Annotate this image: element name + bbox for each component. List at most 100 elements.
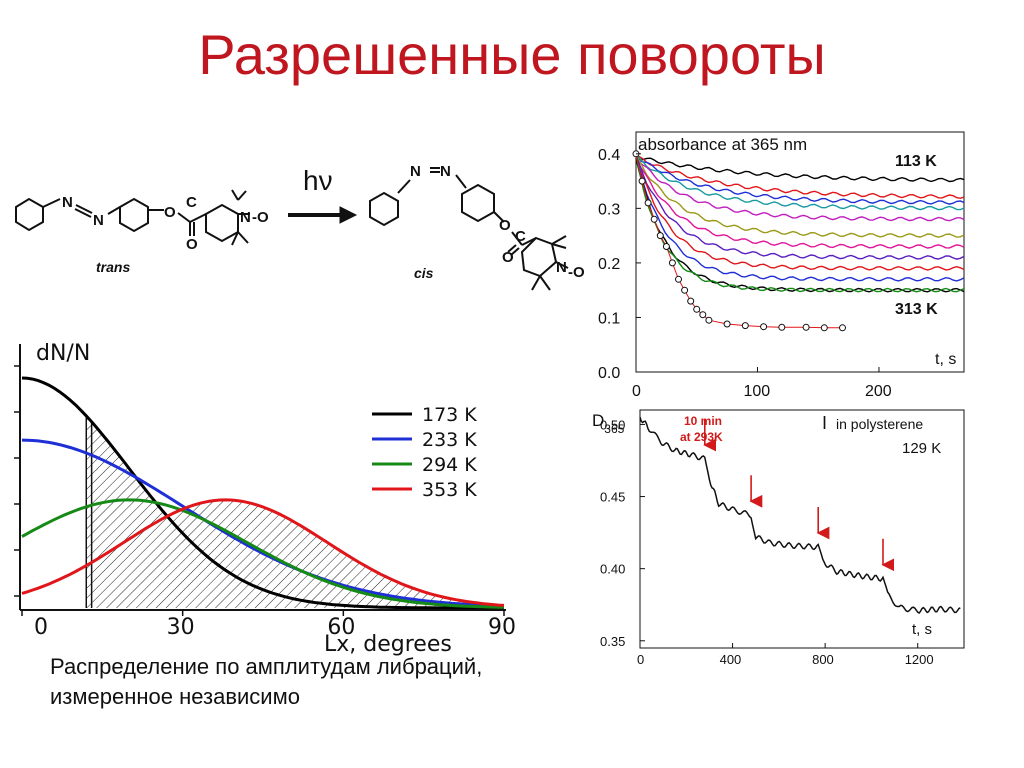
cis-label: cis: [414, 265, 434, 281]
fit-point: [687, 297, 695, 305]
chart-c-frame: [639, 409, 965, 649]
kinetic-curve: [635, 156, 965, 222]
chart-b-title: absorbance at 365 nm: [638, 135, 807, 154]
trans-label: trans: [96, 259, 130, 275]
slide-title: Разрешенные повороты: [198, 23, 826, 86]
fit-point: [650, 215, 658, 223]
cis-phenyl-ring: [369, 191, 399, 227]
svg-text:N: N: [62, 194, 73, 211]
fit-point: [656, 232, 664, 240]
svg-text:-O: -O: [568, 264, 585, 281]
d365-step-chart: 0.35 0.40 0.45 0.50 0 400 800 1200 D365 I in p…: [592, 409, 965, 667]
kinetic-curve: [635, 158, 965, 293]
kinetic-curve: [635, 154, 965, 260]
kinetic-curve: [635, 155, 965, 211]
kinetic-curve: [635, 154, 965, 282]
d365-trace: [639, 416, 961, 614]
fit-point: [644, 199, 652, 207]
x-tick-label: 200: [865, 383, 892, 400]
chart-c-legend-symbol: I: [822, 413, 827, 433]
x-tick-label: 1200: [905, 652, 934, 667]
trans-benzene-ring: [119, 197, 149, 233]
x-tick-label: 60: [327, 615, 355, 640]
x-tick-label: 400: [720, 652, 742, 667]
absorbance-kinetics-chart: 0.0 0.1 0.2 0.3 0.4 0 100 200 absorbance at 36…: [598, 131, 965, 400]
y-tick-label: 0.45: [600, 490, 625, 505]
legend-label: 173 K: [422, 404, 477, 426]
kinetic-curve: [635, 157, 965, 249]
svg-text:N: N: [93, 212, 104, 229]
fit-point: [668, 259, 676, 267]
svg-text:O: O: [164, 204, 176, 221]
kinetic-curve: [635, 155, 965, 238]
fit-point: [741, 322, 749, 330]
y-tick-label: 0.3: [598, 201, 620, 218]
x-tick-label: 800: [812, 652, 834, 667]
trans-phenyl-ring: [15, 197, 44, 232]
reaction-arrow-head: [339, 206, 358, 224]
fit-point: [705, 316, 713, 324]
cis-piperidine-ring: [520, 236, 558, 278]
svg-text:C: C: [515, 228, 526, 245]
chart-b-frame: [635, 131, 965, 373]
series-173-k: [21, 376, 504, 610]
chart-a-ylabel: dN/N: [36, 341, 90, 366]
chart-c-xlabel: t, s: [912, 621, 932, 638]
y-tick-label: 0.35: [600, 634, 625, 649]
fit-point: [693, 305, 701, 313]
fit-point: [699, 311, 707, 319]
kinetic-curve: [635, 155, 965, 183]
y-tick-label: 0.50: [600, 417, 625, 432]
y-tick-label: 0.4: [598, 147, 620, 164]
fit-point: [778, 323, 786, 331]
svg-text:C: C: [186, 194, 197, 211]
caption-line-1: Распределение по амплитудам либраций,: [50, 654, 483, 679]
chart-c-annotation-line1: 10 min: [684, 414, 722, 428]
kinetic-curve: [635, 156, 965, 205]
svg-text:N: N: [440, 163, 451, 180]
kinetic-curve: [635, 155, 965, 200]
fit-point: [820, 324, 828, 332]
series-233-k: [21, 438, 505, 608]
x-tick-label: 100: [744, 383, 771, 400]
trans-piperidine-ring: [205, 203, 239, 243]
fit-point: [802, 323, 810, 331]
annotation-113k: 113 K: [895, 153, 937, 170]
chart-c-ylabel: D365: [592, 411, 625, 436]
libration-distribution-chart: dN/N Lx, degrees 173 K 233 K 294 K 353 K 0 3…: [14, 341, 516, 657]
fit-point: [760, 323, 768, 331]
svg-text:N: N: [556, 259, 567, 276]
legend-label: 353 K: [422, 479, 477, 501]
y-tick-label: 0.0: [598, 365, 620, 382]
svg-text:N: N: [410, 163, 421, 180]
x-tick-label: 0: [34, 615, 48, 640]
chart-c-legend: in polysterene: [836, 416, 923, 432]
ylabel-main: D: [592, 411, 604, 430]
svg-text:O: O: [186, 236, 198, 253]
svg-text:N: N: [240, 209, 251, 226]
y-tick-label: 0.1: [598, 311, 620, 328]
svg-text:O: O: [499, 217, 511, 234]
chart-c-annotation-line2: at 293K: [680, 430, 723, 444]
fit-point: [675, 275, 682, 283]
x-tick-label: 0: [632, 383, 641, 400]
chart-a-xlabel: Lx, degrees: [324, 632, 452, 657]
fit-point: [681, 286, 689, 294]
caption: Распределение по амплитудам либраций, из…: [50, 652, 482, 712]
series-294-k: [21, 498, 505, 609]
legend-label: 233 K: [422, 429, 477, 451]
x-tick-label: 0: [637, 652, 644, 667]
caption-line-2: измеренное независимо: [50, 684, 300, 709]
series-353-k: [21, 498, 505, 607]
ylabel-sub: 365: [604, 422, 624, 436]
chart-c-temperature: 129 K: [902, 440, 941, 457]
chart-b-xlabel: t, s: [935, 351, 956, 368]
svg-text:O: O: [502, 249, 514, 266]
kinetic-curve: [635, 157, 965, 271]
legend-label: 294 K: [422, 454, 477, 476]
x-tick-label: 90: [488, 615, 516, 640]
y-tick-label: 0.40: [600, 562, 625, 577]
hatched-area: [86, 415, 505, 608]
annotation-313k: 313 K: [895, 301, 938, 318]
fit-point: [662, 243, 670, 250]
